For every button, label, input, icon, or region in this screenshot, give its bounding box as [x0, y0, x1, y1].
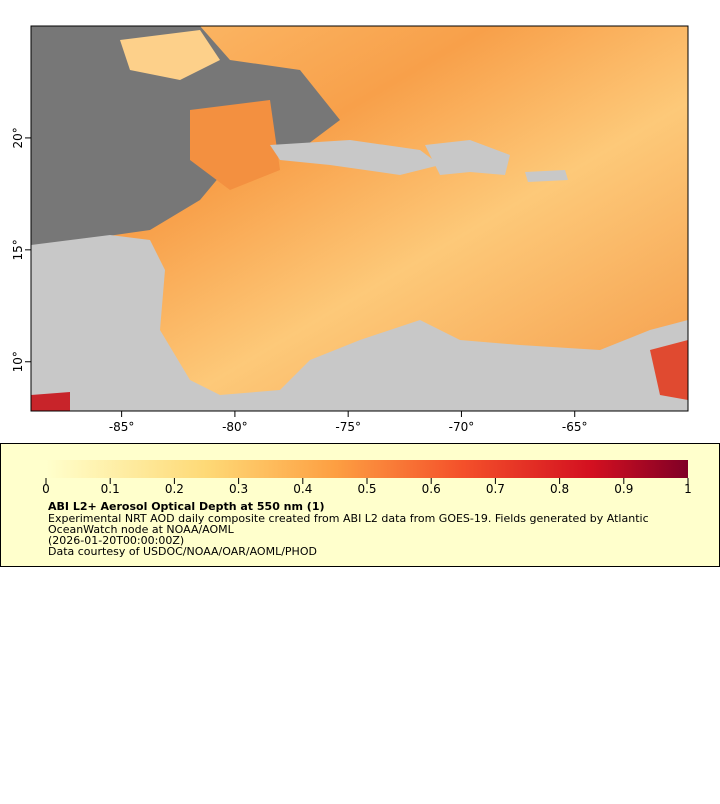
colorbar-tick-label: 0.4 — [293, 482, 312, 496]
y-tick-label: 15° — [11, 239, 25, 260]
colorbar — [46, 460, 688, 478]
y-tick-label: 20° — [11, 127, 25, 148]
colorbar-tick-label: 0.3 — [229, 482, 248, 496]
note: OceanWatch node at NOAA/AOML — [48, 523, 235, 536]
aod-patch — [31, 392, 70, 411]
colorbar-tick-label: 0.2 — [165, 482, 184, 496]
colorbar-tick-label: 0.9 — [614, 482, 633, 496]
no-data-region — [31, 26, 340, 250]
map-area — [31, 26, 688, 411]
land-cuba — [270, 140, 440, 175]
x-tick-label: -75° — [335, 420, 361, 434]
map-frame — [30, 25, 689, 412]
note: (2026-01-20T00:00:00Z) — [48, 534, 184, 547]
x-tick-label: -65° — [562, 420, 588, 434]
colorbar-tick-label: 0 — [42, 482, 50, 496]
colorbar-title: ABI L2+ Aerosol Optical Depth at 550 nm … — [48, 500, 325, 513]
colorbar-tick-label: 1 — [684, 482, 692, 496]
x-tick-label: -70° — [449, 420, 475, 434]
aod-patch — [120, 30, 220, 80]
colorbar-tick-label: 0.1 — [101, 482, 120, 496]
colorbar-tick-label: 0.8 — [550, 482, 569, 496]
aod-patch — [650, 340, 688, 400]
colorbar-tick-label: 0.6 — [422, 482, 441, 496]
land-mainland — [31, 235, 688, 411]
land-hispaniola — [425, 140, 510, 175]
x-tick-label: -85° — [109, 420, 135, 434]
aod-patch — [190, 100, 280, 190]
note: Experimental NRT AOD daily composite cre… — [48, 512, 649, 525]
colorbar-tick-label: 0.7 — [486, 482, 505, 496]
note: Data courtesy of USDOC/NOAA/OAR/AOML/PHO… — [48, 545, 317, 558]
x-tick-label: -80° — [222, 420, 248, 434]
y-tick-label: 10° — [11, 351, 25, 372]
land-puerto-rico — [525, 170, 568, 182]
colorbar-tick-label: 0.5 — [357, 482, 376, 496]
